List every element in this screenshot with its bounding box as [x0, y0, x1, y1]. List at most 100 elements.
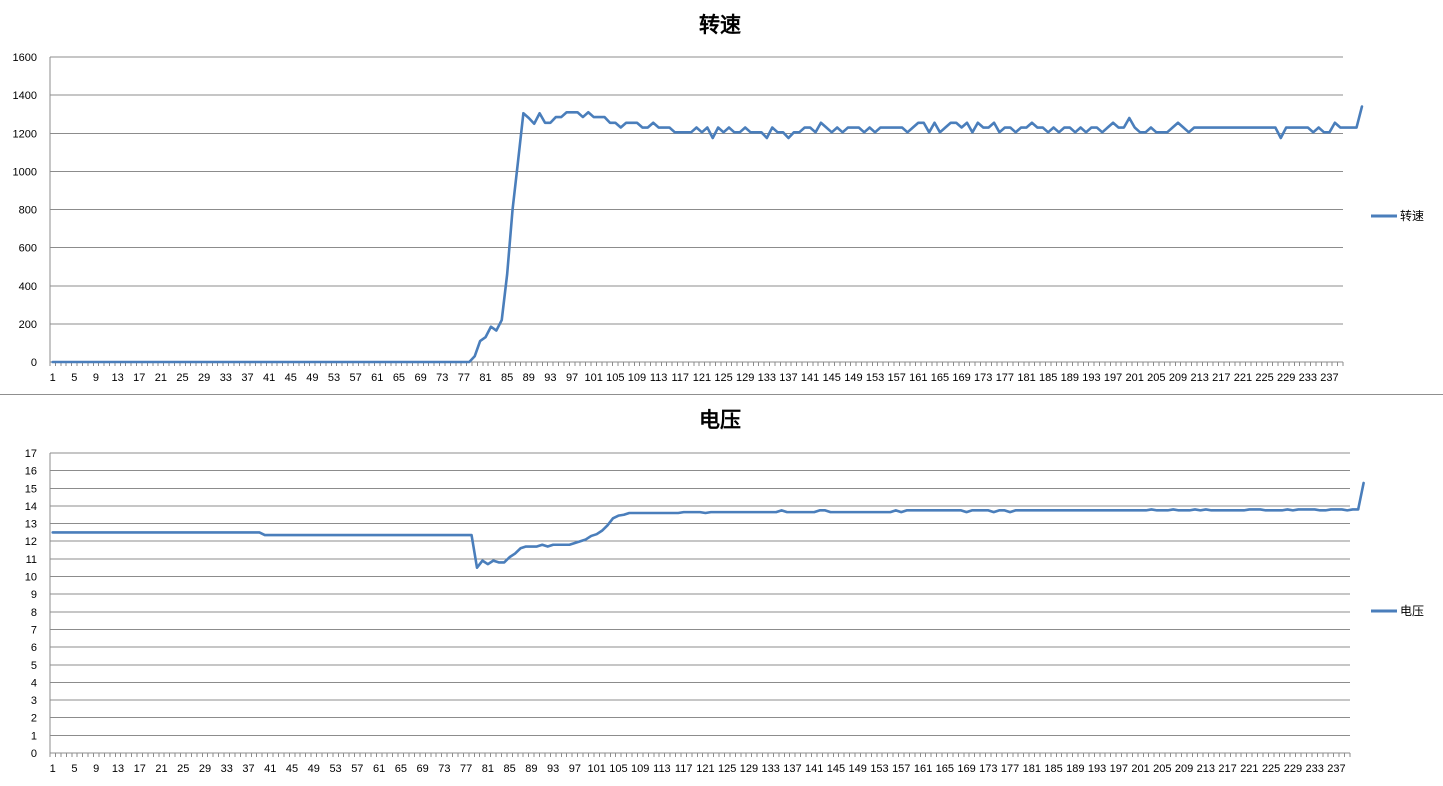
voltage-x-tick-label: 177: [1001, 763, 1019, 775]
speed-x-tick-label: 213: [1190, 372, 1208, 384]
voltage-x-tick-label: 161: [914, 763, 932, 775]
voltage-x-tick-label: 125: [718, 763, 736, 775]
voltage-y-tick-label: 17: [25, 448, 37, 460]
speed-x-tick-label: 69: [414, 372, 426, 384]
speed-x-tick-label: 177: [996, 372, 1014, 384]
speed-x-tick-label: 81: [479, 372, 491, 384]
voltage-y-tick-label: 3: [31, 695, 37, 707]
speed-x-tick-label: 153: [866, 372, 884, 384]
speed-x-tick-label: 17: [133, 372, 145, 384]
speed-x-tick-label: 233: [1299, 372, 1317, 384]
voltage-x-tick-label: 89: [525, 763, 537, 775]
voltage-x-tick-label: 85: [503, 763, 515, 775]
speed-x-tick-label: 113: [650, 372, 668, 384]
voltage-x-tick-label: 105: [609, 763, 627, 775]
voltage-x-tick-label: 113: [653, 763, 671, 775]
speed-x-tick-label: 25: [176, 372, 188, 384]
voltage-x-tick-label: 213: [1197, 763, 1215, 775]
voltage-x-tick-label: 205: [1153, 763, 1171, 775]
voltage-y-tick-label: 6: [31, 642, 37, 654]
speed-chart-title: 转速: [699, 13, 741, 37]
voltage-y-tick-label: 14: [25, 501, 37, 513]
speed-x-tick-label: 173: [974, 372, 992, 384]
voltage-y-tick-label: 11: [26, 554, 37, 566]
voltage-x-tick-label: 209: [1175, 763, 1193, 775]
voltage-chart-title: 电压: [699, 408, 741, 432]
speed-x-tick-label: 117: [671, 372, 689, 384]
speed-x-tick-label: 89: [523, 372, 535, 384]
voltage-x-tick-label: 141: [805, 763, 823, 775]
speed-x-tick-label: 45: [285, 372, 297, 384]
voltage-x-tick-label: 197: [1110, 763, 1128, 775]
speed-x-tick-label: 41: [263, 372, 275, 384]
speed-x-tick-label: 197: [1104, 372, 1122, 384]
speed-y-tick-label: 800: [19, 205, 37, 217]
speed-x-tick-label: 65: [393, 372, 405, 384]
speed-x-tick-label: 77: [458, 372, 470, 384]
speed-chart-svg: 转速 0 200 400 600 800 1000 1200 1400 1600 1 5 9 13 17 21…: [13, 13, 1425, 384]
voltage-x-tick-label: 229: [1284, 763, 1302, 775]
speed-x-tick-label: 125: [714, 372, 732, 384]
voltage-x-tick-label: 137: [783, 763, 801, 775]
speed-x-tick-label: 93: [544, 372, 556, 384]
speed-x-tick-label: 221: [1234, 372, 1252, 384]
voltage-x-tick-label: 73: [438, 763, 450, 775]
speed-series-line: [51, 105, 1364, 364]
voltage-y-tick-label: 7: [31, 624, 37, 636]
speed-y-tick-label: 1400: [13, 90, 37, 102]
speed-x-tick-label: 217: [1212, 372, 1230, 384]
voltage-x-tick-label: 117: [675, 763, 693, 775]
voltage-x-tick-label: 121: [696, 763, 714, 775]
voltage-series-line: [51, 481, 1365, 570]
speed-x-tick-label: 109: [628, 372, 646, 384]
voltage-legend-label: 电压: [1400, 604, 1424, 618]
speed-x-tick-label: 193: [1082, 372, 1100, 384]
voltage-x-tick-label: 145: [827, 763, 845, 775]
speed-x-tick-label: 29: [198, 372, 210, 384]
speed-x-tick-label: 149: [844, 372, 862, 384]
voltage-chart: 电压 0 1 2 3 4 5 6 7 8 9 10 11 12 13 14 15 16 17 1 5 9 13 17 21 25 2…: [0, 395, 1443, 786]
speed-x-tick-label: 181: [1017, 372, 1035, 384]
voltage-x-tick-label: 33: [221, 763, 233, 775]
voltage-x-tick-label: 221: [1240, 763, 1258, 775]
voltage-x-tick-label: 189: [1066, 763, 1084, 775]
speed-x-tick-label: 189: [1061, 372, 1079, 384]
speed-x-tick-label: 49: [306, 372, 318, 384]
speed-x-tick-label: 229: [1277, 372, 1295, 384]
voltage-x-tick-label: 49: [308, 763, 320, 775]
speed-x-tick-label: 209: [1169, 372, 1187, 384]
voltage-x-tick-label: 57: [351, 763, 363, 775]
voltage-x-tick-label: 25: [177, 763, 189, 775]
voltage-y-tick-label: 13: [25, 519, 37, 531]
voltage-y-tick-label: 4: [31, 677, 37, 689]
voltage-x-tick-label: 69: [416, 763, 428, 775]
voltage-y-tick-label: 0: [31, 748, 37, 760]
voltage-x-tick-label: 53: [329, 763, 341, 775]
voltage-y-tick-label: 5: [31, 660, 37, 672]
voltage-x-tick-label: 9: [93, 763, 99, 775]
speed-x-tick-label: 141: [801, 372, 819, 384]
voltage-x-tick-label: 201: [1131, 763, 1149, 775]
voltage-x-tick-label: 133: [762, 763, 780, 775]
voltage-x-tick-label: 1: [50, 763, 56, 775]
voltage-x-tick-label: 41: [264, 763, 276, 775]
speed-x-tick-label: 185: [1039, 372, 1057, 384]
voltage-x-tick-label: 157: [892, 763, 910, 775]
voltage-x-tick-label: 149: [849, 763, 867, 775]
speed-x-tick-label: 201: [1126, 372, 1144, 384]
speed-x-tick-label: 97: [566, 372, 578, 384]
speed-chart: 转速 0 200 400 600 800 1000 1200 1400 1600 1 5 9 13 17 21…: [12, 13, 1425, 384]
speed-x-tick-label: 1: [50, 372, 56, 384]
voltage-x-tick-label: 233: [1305, 763, 1323, 775]
speed-y-tick-label: 1200: [13, 128, 37, 140]
voltage-x-tick-label: 13: [112, 763, 124, 775]
voltage-x-tick-label: 185: [1044, 763, 1062, 775]
voltage-x-tick-label: 45: [286, 763, 298, 775]
voltage-x-tick-label: 81: [482, 763, 494, 775]
speed-x-tick-label: 105: [606, 372, 624, 384]
voltage-x-tick-label: 181: [1023, 763, 1041, 775]
speed-x-tick-label: 161: [909, 372, 927, 384]
voltage-x-tick-label: 93: [547, 763, 559, 775]
voltage-x-tick-label: 169: [957, 763, 975, 775]
